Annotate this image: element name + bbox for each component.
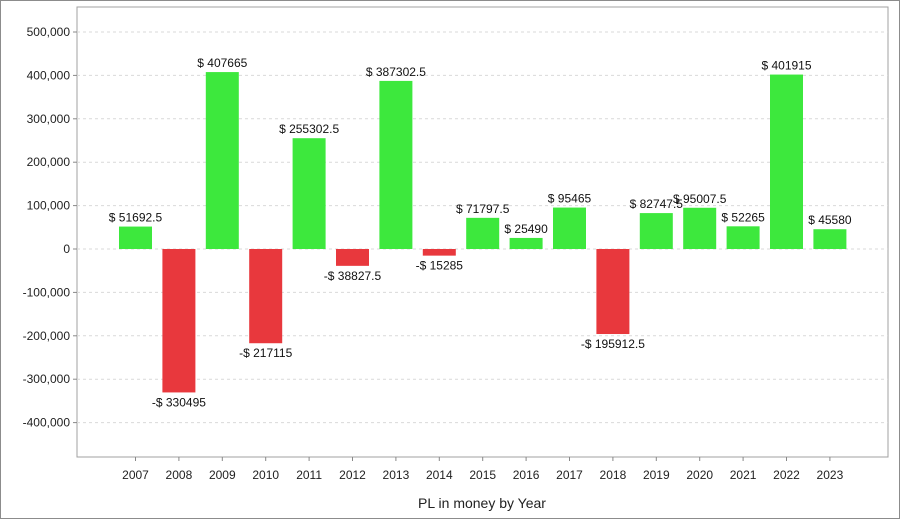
bar-2011 <box>292 138 326 249</box>
y-tick-label: -200,000 <box>23 329 71 343</box>
x-tick-label-2023: 2023 <box>817 468 844 482</box>
y-tick-label: 0 <box>63 242 70 256</box>
bar-2018 <box>596 249 630 335</box>
y-tick-label: 300,000 <box>27 112 71 126</box>
data-label-2010: -$ 217115 <box>239 346 292 360</box>
bar-2007 <box>119 226 152 249</box>
data-label-2011: $ 255302.5 <box>279 122 339 136</box>
data-label-2016: $ 25490 <box>504 222 548 236</box>
data-label-2020: $ 95007.5 <box>673 192 727 206</box>
x-tick-label-2014: 2014 <box>426 468 453 482</box>
data-label-2009: $ 407665 <box>197 56 247 70</box>
data-label-2022: $ 401915 <box>761 59 811 73</box>
bar-2014 <box>422 249 456 256</box>
data-label-2019: $ 82747.5 <box>630 197 684 211</box>
data-label-2014: -$ 15285 <box>416 259 464 273</box>
x-tick-label-2020: 2020 <box>686 468 713 482</box>
bar-2008 <box>162 249 196 393</box>
x-tick-label-2021: 2021 <box>730 468 757 482</box>
bar-2010 <box>249 249 283 344</box>
y-axis-ticks: -400,000 -300,000 -200,000 -100,000 0 100,000… <box>23 25 77 430</box>
x-tick-label-2007: 2007 <box>122 468 149 482</box>
x-tick-label-2019: 2019 <box>643 468 670 482</box>
x-tick-label-2011: 2011 <box>296 468 322 482</box>
data-label-2017: $ 95465 <box>548 192 592 206</box>
data-label-2021: $ 52265 <box>721 210 765 224</box>
bar-2017 <box>553 207 586 249</box>
y-tick-label: 500,000 <box>27 25 71 39</box>
x-tick-label-2010: 2010 <box>252 468 279 482</box>
bar-2015 <box>466 217 500 249</box>
x-tick-label-2012: 2012 <box>339 468 366 482</box>
y-tick-label: 200,000 <box>27 155 71 169</box>
data-label-2015: $ 71797.5 <box>456 202 510 216</box>
data-labels: $ 51692.5 -$ 330495 $ 407665 -$ 217115 $ 255… <box>109 56 852 409</box>
data-label-2012: -$ 38827.5 <box>324 269 382 283</box>
data-label-2007: $ 51692.5 <box>109 211 163 225</box>
bar-2023 <box>813 229 847 249</box>
bar-2020 <box>683 207 717 249</box>
x-tick-label-2009: 2009 <box>209 468 236 482</box>
y-tick-label: -100,000 <box>23 285 71 299</box>
x-tick-label-2013: 2013 <box>383 468 410 482</box>
x-axis-ticks: 2007 2008 2009 2010 2011 2012 2013 2014 2015 2016… <box>122 457 844 482</box>
bar-2012 <box>336 249 369 266</box>
x-tick-label-2018: 2018 <box>600 468 627 482</box>
x-tick-label-2022: 2022 <box>773 468 800 482</box>
y-tick-label: -300,000 <box>23 372 71 386</box>
bar-2022 <box>770 74 803 249</box>
bar-2021 <box>726 226 760 249</box>
bar-2019 <box>639 213 673 249</box>
bar-2016 <box>509 237 543 249</box>
data-label-2008: -$ 330495 <box>152 395 206 409</box>
x-tick-label-2015: 2015 <box>469 468 496 482</box>
bars <box>119 72 847 393</box>
x-tick-label-2008: 2008 <box>166 468 193 482</box>
x-tick-label-2016: 2016 <box>513 468 540 482</box>
x-tick-label-2017: 2017 <box>556 468 583 482</box>
y-tick-label: 400,000 <box>27 68 71 82</box>
data-label-2023: $ 45580 <box>808 213 852 227</box>
x-axis-title: PL in money by Year <box>418 495 546 511</box>
data-label-2013: $ 387302.5 <box>366 65 426 79</box>
bar-2009 <box>205 72 239 249</box>
y-tick-label: 100,000 <box>27 199 71 213</box>
data-label-2018: -$ 195912.5 <box>581 337 645 351</box>
bar-2013 <box>379 80 413 250</box>
y-tick-label: -400,000 <box>23 416 71 430</box>
